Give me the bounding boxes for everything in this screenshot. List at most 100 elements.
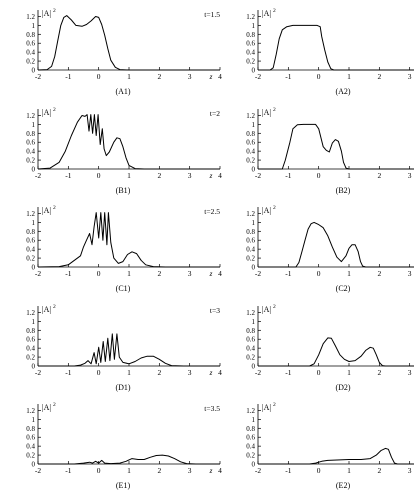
y-axis-label-exponent: 2 xyxy=(53,402,56,408)
y-axis-label: |A| xyxy=(42,305,51,314)
panel-label: (B2) xyxy=(336,186,351,195)
x-tick-label: -1 xyxy=(65,368,71,377)
x-tick-label: -2 xyxy=(255,269,261,278)
y-tick-label: 0.6 xyxy=(26,139,35,147)
y-tick-label: 0.8 xyxy=(26,425,35,433)
y-tick-label: 1 xyxy=(252,219,256,227)
panel-e1: -2 -1 0 1 2 3 z 400.20.40.60.811.2 |A| 2 t=3.5(E1) xyxy=(26,402,222,490)
y-axis-label: |A| xyxy=(42,206,51,215)
y-tick-label: 0 xyxy=(32,363,36,371)
x-tick-label: 2 xyxy=(157,368,161,377)
x-tick-label: 3 xyxy=(408,269,412,278)
panel-label: (A1) xyxy=(115,87,130,96)
x-tick-label: -1 xyxy=(285,72,291,81)
y-tick-label: 0.2 xyxy=(26,255,35,263)
x-tick-label: -2 xyxy=(255,368,261,377)
series-line xyxy=(38,454,220,465)
x-tick-label: 3 xyxy=(188,269,192,278)
x-tick-label: 2 xyxy=(157,466,161,475)
x-tick-label: -1 xyxy=(285,269,291,278)
x-tick-label: 2 xyxy=(157,72,161,81)
x-tick-label: 3 xyxy=(408,466,412,475)
time-label: t=1.5 xyxy=(204,10,220,19)
y-tick-label: 0.2 xyxy=(246,354,255,362)
x-tick-label: 0 xyxy=(317,466,321,475)
x-tick-label: 3 xyxy=(188,171,192,180)
panel-label: (D1) xyxy=(115,383,130,392)
y-tick-label: 1 xyxy=(32,219,36,227)
x-tick-label: 1 xyxy=(127,368,131,377)
x-tick-label: 1 xyxy=(127,72,131,81)
x-tick-label: 3 xyxy=(408,171,412,180)
y-tick-label: 0 xyxy=(252,363,256,371)
x-axis-label: z xyxy=(209,269,213,278)
y-tick-label: 0.8 xyxy=(26,31,35,39)
x-tick-label: 0 xyxy=(97,269,101,278)
x-tick-label: -1 xyxy=(65,171,71,180)
series-line xyxy=(258,337,414,367)
y-tick-label: 0.8 xyxy=(246,31,255,39)
y-tick-label: 0.4 xyxy=(26,148,35,156)
series-line xyxy=(37,15,220,71)
x-tick-label: 1 xyxy=(127,171,131,180)
x-tick-label: 1 xyxy=(127,269,131,278)
x-tick-label: -2 xyxy=(35,171,41,180)
x-tick-label: 1 xyxy=(347,269,351,278)
x-axis-label: z xyxy=(209,171,213,180)
y-tick-label: 0.2 xyxy=(246,157,255,165)
x-tick-label: -1 xyxy=(65,269,71,278)
x-tick-label: -1 xyxy=(285,466,291,475)
y-tick-label: 1 xyxy=(252,22,256,30)
x-tick-label: 1 xyxy=(347,171,351,180)
y-tick-label: 0.6 xyxy=(26,237,35,245)
y-tick-label: 0.2 xyxy=(26,157,35,165)
x-tick-label: 4 xyxy=(218,269,222,278)
y-tick-label: 0.4 xyxy=(26,49,35,57)
x-tick-label: -2 xyxy=(35,269,41,278)
y-tick-label: 0.6 xyxy=(246,336,255,344)
y-axis-label: |A| xyxy=(42,9,51,18)
y-tick-label: 0.8 xyxy=(246,130,255,138)
x-tick-label: 4 xyxy=(218,72,222,81)
y-tick-label: 0.2 xyxy=(26,58,35,66)
y-tick-label: 0.4 xyxy=(26,345,35,353)
x-tick-label: 4 xyxy=(218,368,222,377)
panel-b1: -2 -1 0 1 2 3 z 400.20.40.60.811.2 |A| 2 t=2(B1) xyxy=(26,107,222,195)
y-tick-label: 1 xyxy=(32,416,36,424)
y-axis-label-exponent: 2 xyxy=(53,205,56,211)
series-line xyxy=(37,114,220,170)
x-tick-label: 0 xyxy=(317,368,321,377)
x-axis-label: z xyxy=(209,466,213,475)
y-tick-label: 0.4 xyxy=(26,443,35,451)
y-tick-label: 1.2 xyxy=(246,407,255,415)
panel-label: (E2) xyxy=(336,481,351,490)
x-tick-label: 0 xyxy=(97,466,101,475)
y-tick-label: 1 xyxy=(252,121,256,129)
y-tick-label: 1.2 xyxy=(26,309,35,317)
x-tick-label: 1 xyxy=(347,368,351,377)
time-label: t=3 xyxy=(210,306,220,315)
y-tick-label: 0.2 xyxy=(26,354,35,362)
x-tick-label: 2 xyxy=(377,466,381,475)
panel-label: (C2) xyxy=(336,284,351,293)
y-tick-label: 0.8 xyxy=(246,425,255,433)
x-tick-label: 0 xyxy=(97,171,101,180)
x-tick-label: 2 xyxy=(157,171,161,180)
y-tick-label: 1.2 xyxy=(26,210,35,218)
time-label: t=2 xyxy=(210,109,220,118)
series-line xyxy=(258,123,414,170)
series-line xyxy=(38,333,220,367)
x-tick-label: 0 xyxy=(317,72,321,81)
y-tick-label: 0 xyxy=(252,166,256,174)
y-tick-label: 1.2 xyxy=(246,210,255,218)
series-line xyxy=(258,24,414,71)
y-tick-label: 0 xyxy=(32,461,36,469)
x-tick-label: 2 xyxy=(377,269,381,278)
x-tick-label: 3 xyxy=(188,368,192,377)
x-tick-label: 1 xyxy=(127,466,131,475)
panel-label: (E1) xyxy=(116,481,131,490)
